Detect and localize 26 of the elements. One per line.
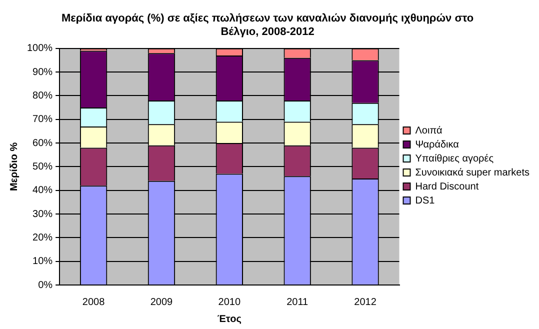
legend-label: Λοιπά [415, 125, 442, 136]
y-tick-label: 30% [32, 208, 53, 220]
y-tick-label: 70% [32, 114, 53, 126]
legend-label: Συνοικιακά super markets [415, 167, 530, 178]
y-tick-label: 90% [32, 66, 53, 78]
x-axis-title: Έτος [217, 314, 242, 325]
y-tick-label: 60% [32, 138, 53, 149]
x-tick-label: 2012 [354, 296, 377, 308]
text: Βέλγιο, 2008-2012 [220, 26, 314, 38]
legend-label: Ψαράδικα [415, 139, 460, 150]
x-tick-label: 2008 [82, 296, 106, 308]
text: Μερίδια αγοράς (%) σε αξίες πωλήσεων των καναλιών διανομής ιχθυηρών στο [61, 12, 474, 25]
y-tick-label: 80% [32, 90, 53, 102]
legend-label: Hard Discount [415, 181, 479, 192]
x-tick-label: 2009 [150, 296, 174, 308]
x-tick-label: 2010 [218, 296, 241, 308]
y-tick-label: 10% [32, 256, 53, 268]
y-tick-label: 40% [32, 185, 53, 196]
legend-label: Υπαίθριες αγορές [415, 153, 494, 164]
y-axis-title: Μερίδιο % [8, 142, 20, 192]
y-tick-label: 100% [27, 43, 53, 54]
y-tick-label: 50% [32, 161, 53, 172]
y-tick-label: 20% [32, 232, 53, 244]
y-tick-label: 0% [38, 280, 53, 291]
x-tick-label: 2011 [286, 296, 309, 308]
legend-label: DS1 [415, 195, 436, 206]
